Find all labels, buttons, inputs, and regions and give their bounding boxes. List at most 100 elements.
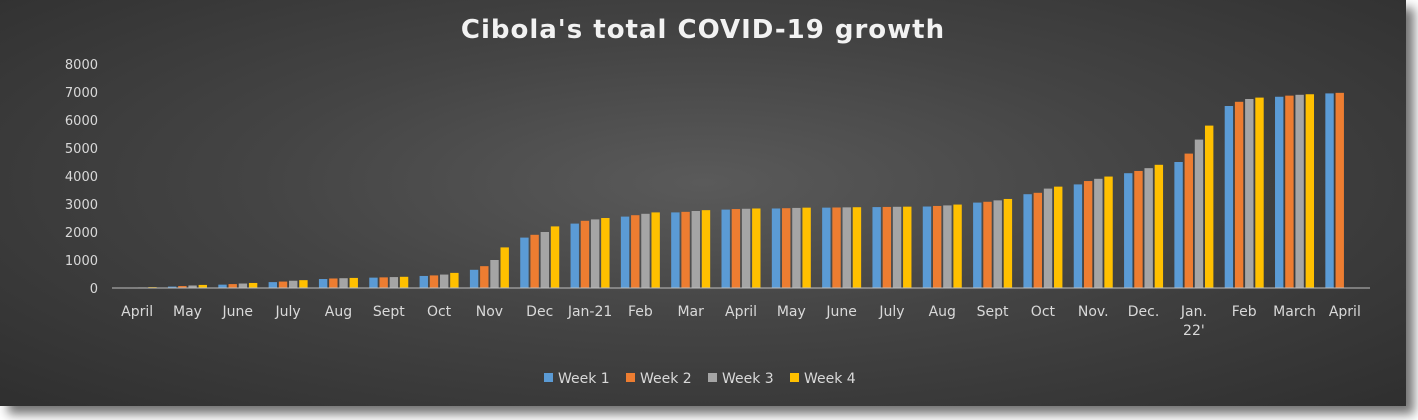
bar-week-1 [1275, 96, 1284, 288]
x-tick-label: Oct [1031, 304, 1056, 320]
bar-week-3 [1144, 168, 1153, 288]
bar-week-4 [500, 247, 509, 288]
bar-week-1 [671, 212, 680, 288]
bar-week-2 [631, 215, 640, 288]
bar-week-1 [419, 275, 428, 288]
bar-week-2 [1285, 95, 1294, 288]
legend-label: Week 1 [558, 371, 610, 387]
bar-week-3 [1094, 178, 1103, 288]
x-tick-label: April [121, 304, 153, 320]
x-tick-label: Oct [427, 304, 452, 320]
bar-week-4 [852, 207, 862, 288]
x-tick-label: April [1329, 304, 1361, 320]
bar-week-2 [278, 281, 288, 288]
bar-week-1 [1174, 162, 1183, 288]
legend-swatch [708, 373, 717, 382]
chart-frame: Cibola's total COVID-19 growth 0 1000 2000… [0, 0, 1406, 406]
x-tick-label: March [1273, 304, 1316, 320]
x-tick-label: Feb [1232, 304, 1257, 320]
x-tick-label: Dec [526, 304, 553, 320]
bar-week-3 [1245, 99, 1254, 288]
bar-week-1 [570, 223, 579, 288]
x-tick-label: June [222, 304, 254, 320]
bar-week-1 [469, 269, 479, 288]
bar-week-4 [550, 226, 560, 288]
x-tick-label: Dec. [1128, 304, 1160, 320]
bar-week-4 [1255, 97, 1264, 288]
bar-week-4 [601, 218, 610, 288]
bar-week-2 [228, 284, 237, 288]
bar-week-2 [1234, 101, 1244, 288]
bar-week-3 [1295, 94, 1304, 288]
bar-week-4 [953, 204, 962, 288]
bar-week-1 [1124, 173, 1133, 288]
bar-chart: Cibola's total COVID-19 growth 0 1000 2000… [65, 15, 1370, 387]
bar-week-2 [932, 205, 942, 288]
bar-week-2 [480, 266, 489, 288]
y-tick-label: 6000 [65, 114, 98, 129]
bar-week-4 [903, 206, 912, 288]
x-axis: April May June July Aug Sept Oct Nov Dec Jan-21 Fe… [121, 304, 1361, 339]
bar-week-4 [1003, 198, 1013, 288]
bar-week-2 [681, 211, 690, 288]
bar-week-2 [580, 220, 590, 288]
bar-week-1 [1224, 106, 1234, 288]
bar-week-3 [389, 277, 399, 288]
x-tick-label: July [878, 304, 904, 320]
x-tick-label: Jan-21 [567, 304, 612, 320]
bar-week-3 [289, 280, 298, 288]
bar-week-4 [299, 280, 308, 288]
bar-week-4 [349, 277, 358, 288]
bar-week-2 [178, 286, 187, 288]
x-tick-label: Nov. [1078, 304, 1109, 320]
x-tick-label: Sept [373, 304, 405, 320]
bar-week-1 [318, 279, 328, 288]
y-tick-label: 2000 [65, 226, 98, 241]
bar-week-4 [450, 272, 459, 288]
bar-week-4 [1154, 164, 1164, 288]
bar-week-3 [842, 207, 851, 288]
bar-week-4 [802, 207, 811, 288]
bar-week-1 [167, 286, 177, 288]
bar-week-4 [1305, 94, 1315, 289]
bar-week-1 [620, 216, 630, 288]
bar-week-1 [218, 284, 227, 288]
bar-week-2 [1184, 153, 1193, 288]
legend-label: Week 3 [722, 371, 774, 387]
bar-week-3 [339, 278, 348, 288]
x-tick-label: April [725, 304, 757, 320]
bar-week-3 [892, 206, 902, 288]
bar-week-3 [590, 219, 600, 288]
bar-week-4 [248, 282, 258, 288]
bar-week-3 [641, 213, 650, 288]
y-tick-label: 7000 [65, 86, 98, 101]
bar-week-2 [1335, 92, 1344, 288]
bar-week-1 [1325, 93, 1334, 289]
chart-title: Cibola's total COVID-19 growth [461, 15, 945, 45]
x-tick-label: Aug [929, 304, 956, 320]
bar-week-1 [1023, 194, 1032, 288]
bar-week-4 [701, 210, 711, 288]
bar-week-2 [832, 207, 841, 288]
x-tick-label: Mar [677, 304, 704, 320]
bar-week-1 [922, 206, 932, 288]
x-tick-label: Aug [325, 304, 352, 320]
x-tick-label: May [777, 304, 806, 320]
bar-week-2 [983, 201, 992, 288]
bar-week-2 [530, 234, 539, 288]
x-tick-label: July [275, 304, 301, 320]
bars [117, 92, 1344, 289]
bar-week-3 [1194, 139, 1204, 288]
y-tick-label: 5000 [65, 142, 98, 157]
bar-week-4 [1104, 176, 1113, 288]
bar-week-2 [1033, 192, 1043, 288]
y-axis: 0 1000 2000 3000 4000 5000 6000 7000 8000 [65, 58, 98, 297]
bar-week-2 [731, 209, 741, 288]
bar-week-3 [792, 207, 801, 288]
x-tick-label: June [825, 304, 857, 320]
bar-week-3 [1043, 188, 1053, 288]
bar-week-1 [369, 277, 378, 288]
x-tick-label: Sept [977, 304, 1009, 320]
bar-week-3 [188, 285, 197, 288]
bar-week-2 [882, 206, 892, 288]
